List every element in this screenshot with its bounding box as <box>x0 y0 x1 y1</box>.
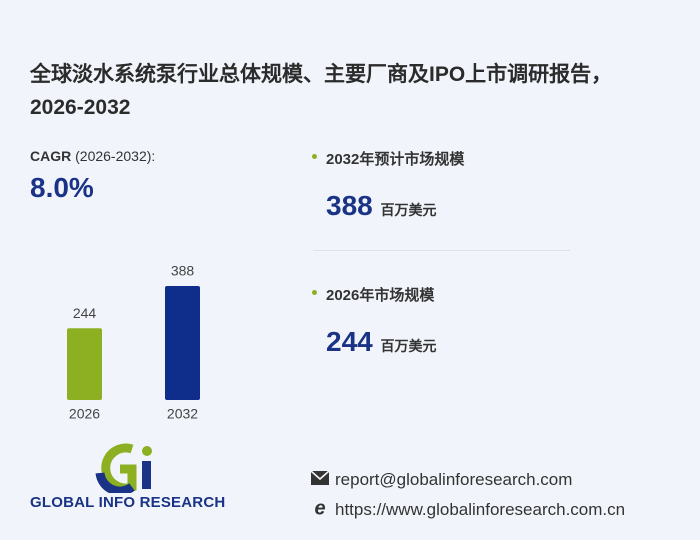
cagr-name: CAGR <box>30 148 72 164</box>
divider <box>313 250 570 251</box>
cagr-value: 8.0% <box>30 172 94 203</box>
bar-chart: 244 2026 388 2032 <box>67 263 200 422</box>
stat-value-row: 244 百万美元 <box>326 326 437 358</box>
logo-g <box>101 443 137 493</box>
cagr-period: (2026-2032): <box>75 148 156 164</box>
svg-text:e: e <box>314 498 325 518</box>
bar <box>67 328 102 400</box>
web-icon: e <box>314 498 325 518</box>
cagr-label: CAGR (2026-2032): <box>30 148 155 164</box>
bullet <box>312 154 317 159</box>
category-label: 2032 <box>167 406 198 422</box>
stat-value: 244 <box>326 326 373 357</box>
stat-unit: 百万美元 <box>380 338 437 354</box>
mail-icon <box>310 470 330 485</box>
logo-dot <box>142 446 152 456</box>
value-label: 244 <box>73 305 97 321</box>
logo-text: GLOBAL INFO RESEARCH <box>30 494 226 511</box>
logo-i <box>142 461 151 489</box>
stat-label: 2026年市场规模 <box>326 287 435 304</box>
logo-g-low <box>95 472 135 493</box>
bullet <box>312 290 317 295</box>
email[interactable]: report@globalinforesearch.com <box>335 470 573 489</box>
stat-unit: 百万美元 <box>380 202 437 218</box>
website[interactable]: https://www.globalinforesearch.com.cn <box>335 500 626 519</box>
category-label: 2026 <box>69 406 100 422</box>
bar <box>165 286 200 400</box>
stat-value-row: 388 百万美元 <box>326 190 437 222</box>
stat-value: 388 <box>326 190 373 221</box>
value-label: 388 <box>171 263 195 279</box>
title: 全球淡水系统泵行业总体规模、主要厂商及IPO上市调研报告，2026-2032 <box>30 63 613 119</box>
stat-label: 2032年预计市场规模 <box>326 151 465 168</box>
logo-mark <box>95 443 152 493</box>
